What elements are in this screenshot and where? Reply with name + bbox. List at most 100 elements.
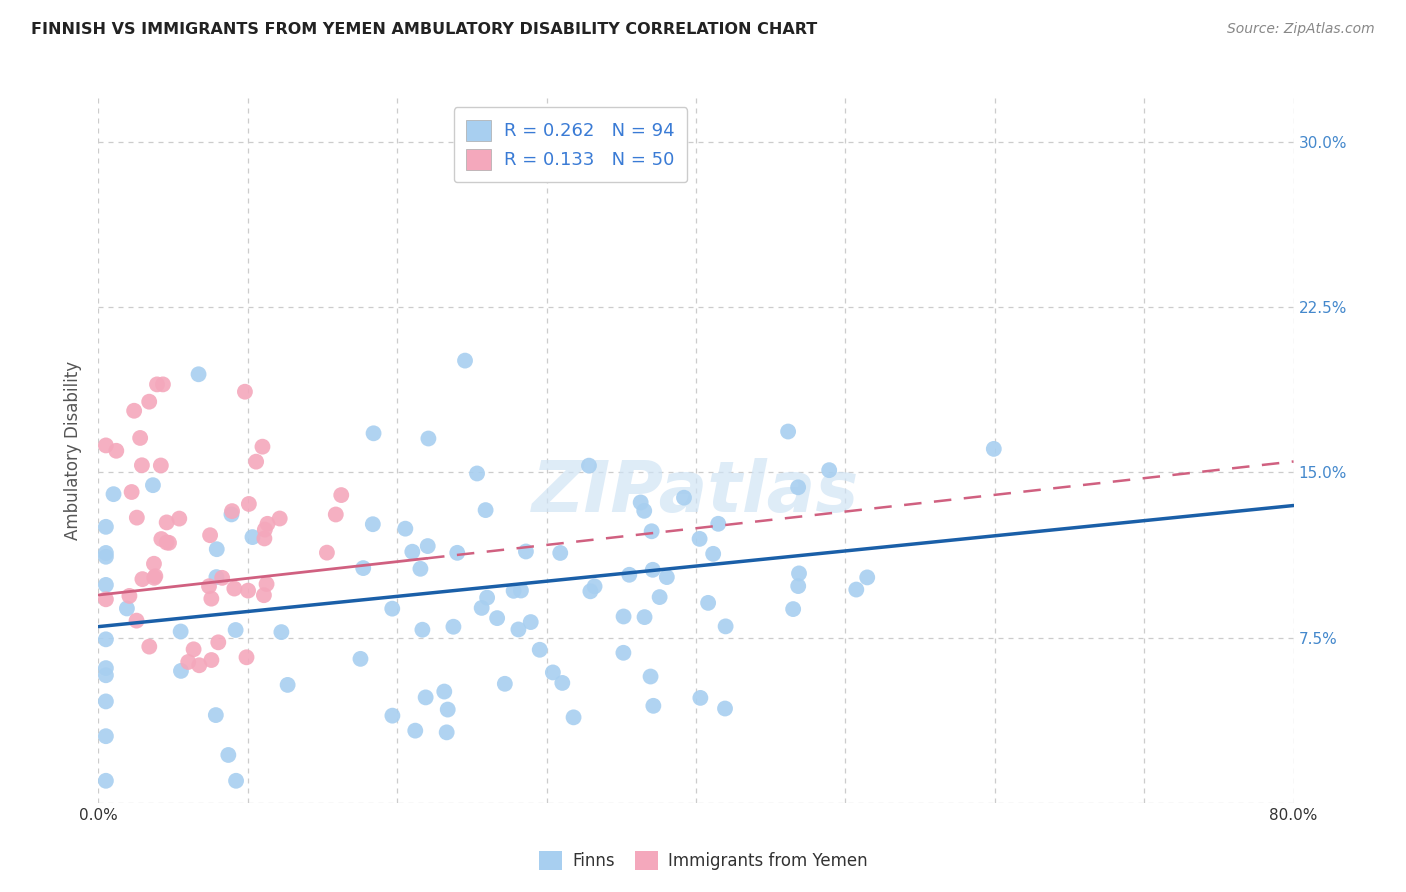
Point (225, 773, 247, 788)
Point (579, 584, 602, 599)
Point (198, 579, 221, 593)
Point (156, 535, 179, 549)
Point (235, 650, 257, 665)
Point (150, 532, 173, 546)
Point (454, 353, 477, 368)
Point (787, 566, 810, 581)
Point (529, 642, 551, 657)
Point (94, 592, 117, 607)
Point (94, 773, 117, 788)
Point (782, 602, 804, 616)
Point (121, 485, 143, 500)
Point (142, 478, 165, 492)
Point (157, 536, 180, 550)
Point (401, 545, 423, 559)
Point (702, 547, 724, 561)
Point (143, 557, 166, 571)
Point (541, 665, 564, 680)
Point (138, 640, 160, 654)
Point (583, 579, 606, 593)
Point (475, 591, 498, 605)
Point (256, 577, 278, 591)
Text: FINNISH VS IMMIGRANTS FROM YEMEN AMBULATORY DISABILITY CORRELATION CHART: FINNISH VS IMMIGRANTS FROM YEMEN AMBULAT… (31, 22, 817, 37)
Point (152, 377, 174, 392)
Point (787, 480, 810, 494)
Point (551, 676, 574, 690)
Point (641, 563, 664, 577)
Point (94, 661, 117, 675)
Point (640, 524, 662, 539)
Point (245, 455, 267, 469)
Point (630, 495, 652, 509)
Point (548, 546, 571, 560)
Point (131, 458, 153, 473)
Point (122, 403, 145, 417)
Point (381, 601, 404, 615)
Point (349, 652, 371, 666)
Point (640, 669, 662, 683)
Point (672, 491, 695, 505)
Point (125, 510, 148, 524)
Point (330, 488, 353, 502)
Point (578, 458, 600, 473)
Point (433, 684, 456, 698)
Point (446, 546, 468, 560)
Point (474, 503, 496, 517)
Point (655, 570, 678, 584)
Point (416, 539, 439, 553)
Point (325, 508, 347, 522)
Point (94, 578, 117, 592)
Point (94, 632, 117, 647)
Point (648, 590, 671, 604)
Point (502, 583, 524, 598)
Point (242, 530, 264, 544)
Point (205, 708, 228, 723)
Point (409, 562, 432, 576)
Point (363, 426, 385, 441)
Point (252, 440, 274, 454)
Point (217, 747, 239, 762)
Point (238, 497, 260, 511)
Point (224, 582, 246, 596)
Point (187, 368, 209, 382)
Point (198, 528, 221, 542)
Point (94, 546, 117, 560)
Point (411, 623, 433, 637)
Point (856, 570, 879, 584)
Point (200, 653, 222, 667)
Point (612, 646, 634, 660)
Point (143, 569, 166, 583)
Point (253, 588, 276, 602)
Point (256, 516, 278, 531)
Point (149, 458, 172, 473)
Point (205, 570, 228, 584)
Point (404, 723, 426, 738)
Point (170, 664, 193, 678)
Point (436, 702, 458, 716)
Point (94, 549, 117, 564)
Point (436, 725, 458, 739)
Point (418, 432, 440, 446)
Point (778, 425, 800, 439)
Point (225, 623, 247, 637)
Point (103, 487, 125, 501)
Point (169, 624, 191, 639)
Point (270, 625, 292, 640)
Point (94, 438, 117, 452)
Legend: R = 0.262   N = 94, R = 0.133   N = 50: R = 0.262 N = 94, R = 0.133 N = 50 (454, 107, 688, 182)
Text: ZIPatlas: ZIPatlas (533, 458, 859, 527)
Point (519, 615, 541, 629)
Point (633, 504, 655, 518)
Point (94, 694, 117, 708)
Point (361, 517, 384, 532)
Point (131, 572, 153, 586)
Point (115, 601, 138, 615)
Point (486, 611, 509, 625)
Point (689, 690, 711, 705)
Point (643, 698, 665, 713)
Point (94, 668, 117, 682)
Point (188, 658, 211, 673)
Point (221, 508, 243, 522)
Point (269, 511, 291, 525)
Point (129, 431, 152, 445)
